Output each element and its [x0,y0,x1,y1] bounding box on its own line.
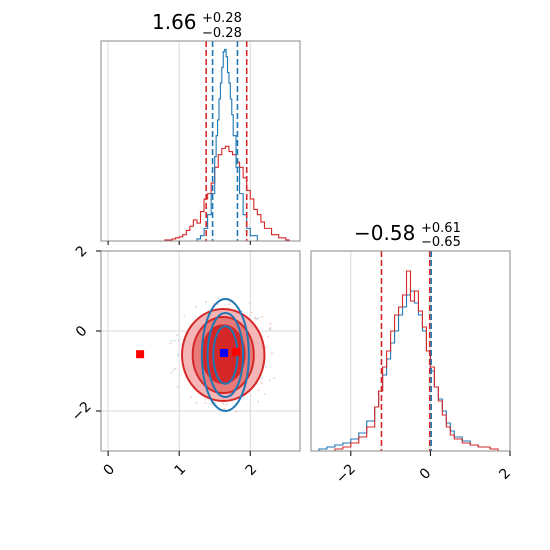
scatter-point [204,402,207,404]
scatter-point [223,408,226,410]
scatter-point [261,315,263,318]
scatter-point [273,377,276,379]
scatter-point [261,377,263,380]
title-right: −0.58 +0.61 −0.65 [354,221,461,250]
histogram-panel-right: −2 0 2 [310,250,514,487]
scatter-point [204,398,207,401]
x-tick-label: 2 [243,461,261,479]
y-tick-label: 2 [73,243,91,261]
scatter-point [260,382,263,385]
scatter-point [217,296,220,299]
frame-top [100,40,301,242]
blue-histogram-series [193,48,262,242]
scatter-point [183,315,186,318]
scatter-point [225,403,228,406]
scatter-point [269,327,272,329]
scatter-point [257,400,259,403]
scatter-point [229,300,232,303]
scatter-point [249,302,252,305]
scatter-point [176,334,179,337]
scatter-point [269,323,272,325]
red-histogram-series [157,145,290,242]
title-right-lower: −0.65 [421,235,461,250]
scatter-point [269,379,271,382]
title-right-upper: +0.61 [421,221,461,236]
blue-contour-middle [206,312,245,398]
scatter-point [195,402,198,404]
title-top-lower: −0.28 [202,26,242,41]
scatter-point [172,369,175,371]
scatter-point [210,403,213,405]
x-tick-label: 0 [100,461,118,479]
scatter-point [170,339,173,342]
scatter-point [170,371,173,374]
title-top: 1.66 +0.28 −0.28 [152,10,242,41]
scatter-point [222,403,225,405]
scatter-point [257,317,260,319]
scatter-point [177,354,179,356]
scatter-point [241,310,243,313]
y-tick-label: −2 [69,399,95,425]
scatter-point [265,346,267,349]
red-marker [136,350,145,359]
scatter-point [255,382,258,385]
plot-area-top [101,41,300,241]
scatter-point [195,305,198,308]
scatter-point [256,318,258,320]
histogram-panel-top [100,40,301,245]
scatter-point [178,339,180,342]
scatter-point [263,393,266,395]
scatter-point [235,410,238,413]
frame-right [310,250,511,452]
scatter-point [190,396,192,398]
title-right-value: −0.58 [354,221,415,245]
x-tick-label: 0 [417,465,435,483]
scatter-point [228,303,230,306]
scatter-point [250,311,253,314]
scatter-point [264,366,267,368]
x-tick-label: 2 [496,465,514,483]
scatter-point [257,389,260,391]
title-top-upper: +0.28 [202,11,242,26]
scatter-point [268,328,271,331]
scatter-point [214,401,216,404]
blue-marker [219,349,228,357]
scatter-point [177,386,179,388]
scatter-point [174,367,176,370]
blue-contour-outer [200,298,250,412]
red-histogram-series [326,270,503,452]
frame-2d [100,250,301,452]
x-tick-label: 1 [172,461,190,479]
scatter-point [212,303,215,305]
x-tick-label: −2 [333,461,359,487]
scatter-point [254,317,257,320]
scatter-point [217,302,219,305]
scatter-point [267,335,269,338]
y-tick-label: 0 [73,323,91,341]
contour-panel: 0 1 2 2 0 −2 [69,243,301,479]
scatter-point [254,316,257,319]
scatter-point [205,301,207,303]
red-marker [232,347,241,356]
scatter-point [169,342,172,345]
title-top-value: 1.66 [152,10,197,34]
scatter-point [173,339,176,342]
scatter-point [271,352,273,354]
